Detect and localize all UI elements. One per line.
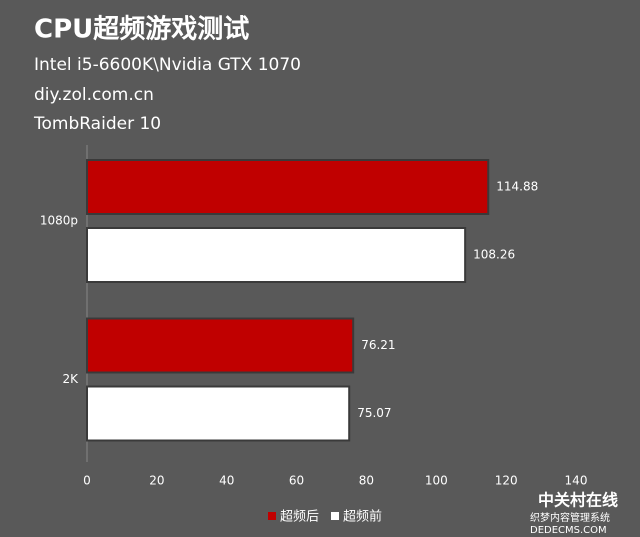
data-label: 76.21 [361, 338, 395, 352]
x-tick-label: 20 [149, 474, 164, 488]
x-tick-label: 140 [565, 474, 588, 488]
chart-title: CPU超频游戏测试 [34, 15, 249, 45]
bar [86, 317, 355, 374]
subtitle: TombRaider 10 [33, 114, 161, 134]
watermark: DEDECMS.COM [530, 525, 607, 536]
x-tick-label: 0 [83, 474, 91, 488]
watermark: 织梦内容管理系统 [530, 511, 610, 524]
y-tick-label: 2K [62, 372, 79, 386]
bar [86, 227, 467, 283]
subtitle: diy.zol.com.cn [34, 85, 154, 105]
bar [86, 385, 351, 442]
x-tick-label: 80 [359, 474, 374, 488]
data-label: 114.88 [496, 180, 538, 194]
legend-label: 超频后 [280, 510, 319, 525]
x-tick-label: 100 [425, 474, 448, 488]
y-tick-label: 1080p [40, 214, 78, 228]
legend-swatch [268, 512, 276, 520]
x-tick-label: 120 [495, 474, 518, 488]
bar [86, 159, 490, 215]
subtitle: Intel i5-6600K\Nvidia GTX 1070 [34, 55, 301, 75]
x-tick-label: 40 [219, 474, 234, 488]
watermark: 中关村在线 [538, 491, 618, 510]
legend-label: 超频前 [343, 509, 382, 525]
x-tick-label: 60 [289, 474, 304, 488]
data-label: 108.26 [473, 248, 515, 262]
legend-swatch [331, 512, 339, 520]
data-label: 75.07 [357, 406, 391, 420]
